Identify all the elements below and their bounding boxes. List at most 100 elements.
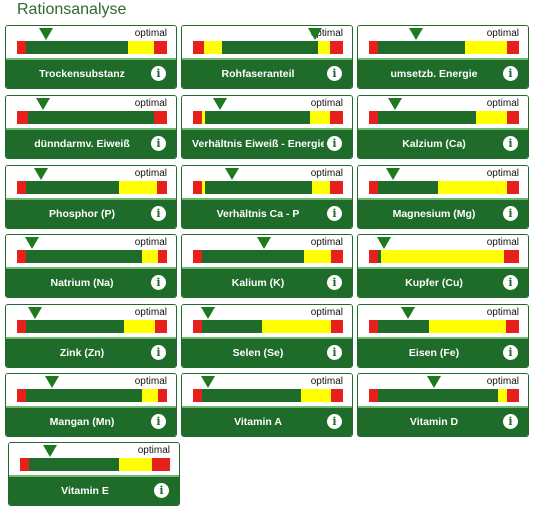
info-icon[interactable]: i	[327, 275, 342, 290]
nutrient-card[interactable]: optimal Verhältnis Ca - P i	[181, 165, 353, 229]
nutrient-label: Mangan (Mn)	[49, 416, 115, 428]
nutrient-card[interactable]: optimal Vitamin A i	[181, 373, 353, 437]
range-segment-red	[193, 320, 202, 333]
range-segment-yellow	[119, 181, 157, 194]
nutrient-label: Zink (Zn)	[59, 347, 105, 359]
range-bar	[369, 250, 519, 263]
value-marker-icon	[38, 28, 53, 40]
range-bar	[17, 389, 167, 402]
nutrient-label: Kalium (K)	[231, 277, 285, 289]
range-segment-red	[17, 250, 26, 263]
gauge-area: optimal	[9, 443, 179, 479]
info-icon[interactable]: i	[151, 206, 166, 221]
range-segment-green	[378, 111, 476, 124]
info-icon[interactable]: i	[503, 275, 518, 290]
range-bar	[193, 250, 343, 263]
info-icon[interactable]: i	[503, 345, 518, 360]
nutrient-label: Verhältnis Eiweiß - Energie	[192, 138, 324, 150]
info-icon[interactable]: i	[327, 136, 342, 151]
gauge-area: optimal	[6, 374, 176, 410]
card-footer: Mangan (Mn) i	[6, 406, 176, 436]
nutrient-card[interactable]: optimal Kalzium (Ca) i	[357, 95, 529, 159]
gauge-area: optimal	[6, 26, 176, 62]
nutrient-card[interactable]: optimal Zink (Zn) i	[5, 304, 177, 368]
nutrient-card[interactable]: optimal Magnesium (Mg) i	[357, 165, 529, 229]
range-bar	[369, 111, 519, 124]
nutrient-label: Selen (Se)	[232, 347, 284, 359]
info-icon[interactable]: i	[154, 483, 169, 498]
nutrient-label: Kalzium (Ca)	[402, 138, 466, 150]
optimal-label: optimal	[134, 98, 167, 109]
range-segment-green	[205, 181, 312, 194]
range-segment-green	[378, 389, 498, 402]
range-bar	[17, 250, 167, 263]
value-marker-icon	[28, 307, 42, 319]
range-segment-red	[158, 389, 167, 402]
card-footer: Selen (Se) i	[182, 337, 352, 367]
info-icon[interactable]: i	[327, 206, 342, 221]
nutrient-card[interactable]: optimal Trockensubstanz i	[5, 25, 177, 89]
info-icon[interactable]: i	[503, 66, 518, 81]
nutrient-card[interactable]: optimal Vitamin E i	[8, 442, 180, 506]
nutrient-card[interactable]: optimal Mangan (Mn) i	[5, 373, 177, 437]
card-footer: Vitamin D i	[358, 406, 528, 436]
info-icon[interactable]: i	[503, 414, 518, 429]
nutrient-card[interactable]: optimal Rohfaseranteil i	[181, 25, 353, 89]
info-icon[interactable]: i	[151, 414, 166, 429]
nutrient-card[interactable]: optimal umsetzb. Energie i	[357, 25, 529, 89]
card-footer: Kalzium (Ca) i	[358, 128, 528, 158]
gauge-area: optimal	[358, 166, 528, 202]
range-segment-green	[29, 458, 119, 471]
range-segment-yellow	[301, 389, 331, 402]
info-icon[interactable]: i	[327, 345, 342, 360]
nutrient-card[interactable]: optimal Selen (Se) i	[181, 304, 353, 368]
range-segment-red	[369, 389, 378, 402]
value-marker-icon	[307, 28, 322, 40]
gauge-area: optimal	[182, 305, 352, 341]
range-segment-red	[369, 111, 378, 124]
range-segment-yellow	[381, 250, 504, 263]
info-icon[interactable]: i	[327, 66, 342, 81]
card-footer: Natrium (Na) i	[6, 267, 176, 297]
range-segment-yellow	[304, 250, 331, 263]
nutrient-card[interactable]: optimal Natrium (Na) i	[5, 234, 177, 298]
range-segment-green	[26, 320, 124, 333]
value-marker-icon	[225, 168, 239, 180]
range-segment-red	[331, 320, 343, 333]
range-segment-red	[507, 181, 519, 194]
optimal-label: optimal	[134, 168, 167, 179]
nutrient-card[interactable]: optimal dünndarmv. Eiweiß i	[5, 95, 177, 159]
gauge-area: optimal	[182, 374, 352, 410]
info-icon[interactable]: i	[327, 414, 342, 429]
info-icon[interactable]: i	[503, 136, 518, 151]
nutrient-card[interactable]: optimal Kupfer (Cu) i	[357, 234, 529, 298]
range-segment-red	[329, 41, 343, 54]
nutrient-card[interactable]: optimal Vitamin D i	[357, 373, 529, 437]
optimal-label: optimal	[310, 307, 343, 318]
nutrient-label: Magnesium (Mg)	[392, 208, 476, 220]
value-marker-icon	[408, 28, 423, 40]
value-marker-icon	[426, 376, 441, 388]
range-segment-yellow	[429, 320, 506, 333]
optimal-label: optimal	[310, 237, 343, 248]
nutrient-card[interactable]: optimal Phosphor (P) i	[5, 165, 177, 229]
nutrient-card[interactable]: optimal Verhältnis Eiweiß - Energie i	[181, 95, 353, 159]
info-icon[interactable]: i	[151, 345, 166, 360]
nutrient-label: umsetzb. Energie	[390, 68, 478, 80]
info-icon[interactable]: i	[151, 275, 166, 290]
nutrient-card[interactable]: optimal Kalium (K) i	[181, 234, 353, 298]
info-icon[interactable]: i	[151, 136, 166, 151]
value-marker-icon	[401, 307, 415, 319]
range-bar	[17, 320, 167, 333]
optimal-label: optimal	[486, 98, 519, 109]
range-segment-green	[26, 389, 142, 402]
info-icon[interactable]: i	[151, 66, 166, 81]
nutrient-card[interactable]: optimal Eisen (Fe) i	[357, 304, 529, 368]
range-segment-green	[378, 181, 438, 194]
range-bar	[193, 320, 343, 333]
range-segment-green	[26, 41, 128, 54]
info-icon[interactable]: i	[503, 206, 518, 221]
range-bar	[17, 181, 167, 194]
gauge-area: optimal	[182, 96, 352, 132]
gauge-area: optimal	[182, 235, 352, 271]
